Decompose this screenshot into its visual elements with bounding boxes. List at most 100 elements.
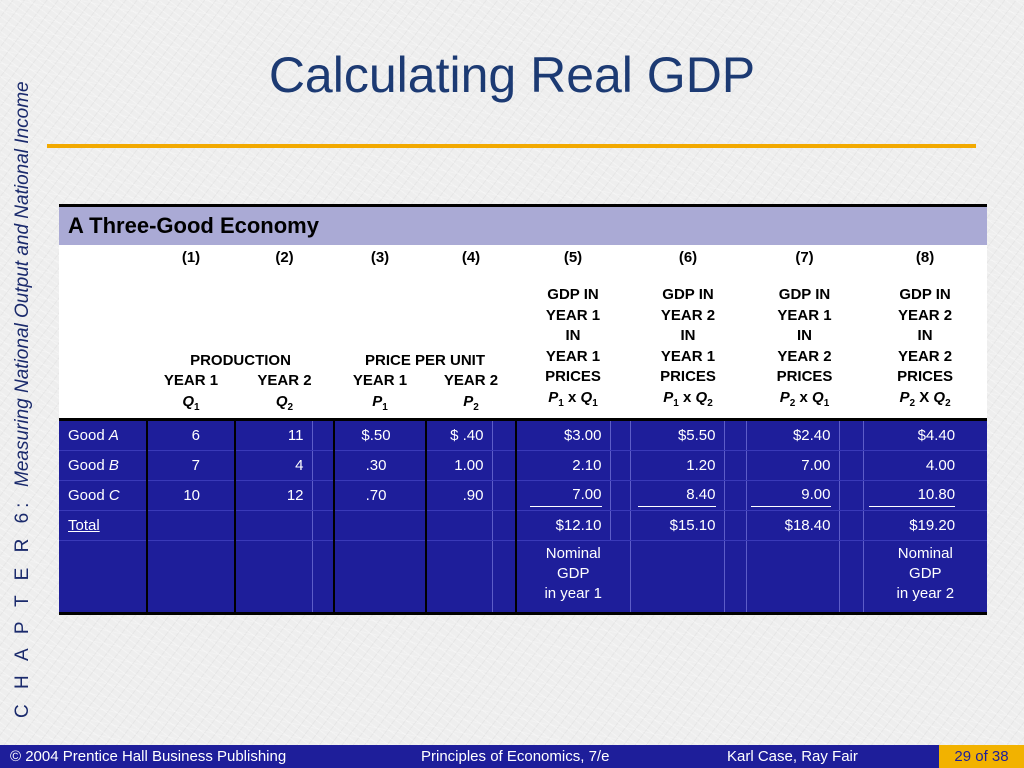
cell-spacer [723,480,746,511]
cell-spacer [838,418,863,451]
total-label: Total [59,510,147,541]
cell-p2: 1.00 [425,450,492,481]
chapter-sidebar: C H A P T E R 6: Measuring National Outp… [10,81,36,718]
col5-formula: P1 x Q1 [548,388,598,409]
cell-q1: 6 [146,418,235,451]
col-num-6: (6) [630,245,746,275]
column-number-row: (1) (2) (3) (4) (5) (6) (7) (8) [59,245,988,275]
cell-spacer [723,450,746,481]
page-number: 29 of 38 [939,745,1024,768]
col-num-4: (4) [426,245,516,275]
cell-q2: 11 [234,418,312,451]
col-num-3: (3) [334,245,426,275]
footer-bar: © 2004 Prentice Hall Business Publishing… [0,745,1024,768]
cell-empty [629,540,724,615]
col5-line4: YEAR 1 [545,347,601,365]
production-year2-label: YEAR 2 [257,372,312,389]
cell-spacer [609,480,630,511]
col7-line3: IN [797,327,812,344]
cell-empty [333,540,426,615]
cell-empty [146,510,235,541]
cell-p1: .30 [333,450,426,481]
row-label: Good B [59,450,147,481]
total-gdp8: $19.20 [862,510,988,541]
col8-line2: YEAR 2 [897,306,953,324]
col6-formula: P1 x Q2 [663,388,713,409]
cell-gdp8: 10.80 [862,480,988,511]
q1-symbol: Q1 [182,392,200,413]
production-year1-label: YEAR 1 [163,372,219,389]
slide-title: Calculating Real GDP [268,47,756,103]
col6-line2: YEAR 2 [660,306,716,324]
cell-spacer [311,418,334,451]
col6-line5: PRICES [660,368,716,385]
production-header: PRODUCTION [190,351,291,369]
table-caption: A Three-Good Economy [59,204,988,245]
economy-table: A Three-Good Economy (1) (2) (3) (4) (5)… [59,204,988,615]
col6-line1: GDP IN [662,286,714,303]
notes-row: Nominal GDP in year 1 Nominal GDP in yea… [59,540,988,615]
cell-empty [146,540,235,615]
cell-spacer [838,510,863,541]
cell-spacer [491,450,516,481]
cell-spacer [723,418,746,451]
col8-line5: PRICES [897,368,953,385]
col-num-5: (5) [516,245,630,275]
cell-q2: 12 [234,480,312,511]
chapter-subtitle: Measuring National Output and National I… [12,81,33,487]
p2-symbol: P2 [463,392,479,413]
nominal-gdp-year1-note: Nominal GDP in year 1 [515,540,630,615]
gdp-header-col7: GDP IN YEAR 1 IN YEAR 2 PRICES P2 x Q1 [746,275,863,420]
price-year2-label: YEAR 2 [443,372,499,389]
col6-line4: YEAR 1 [660,347,716,365]
cell-spacer [838,480,863,511]
gdp-header-col8: GDP IN YEAR 2 IN YEAR 2 PRICES P2 X Q2 [863,275,988,420]
price-year2: YEAR 2 P2 [426,371,516,418]
cell-gdp5: 7.00 [515,480,610,511]
title-divider [47,144,976,148]
col6-line3: IN [680,327,696,344]
production-year1: YEAR 1 Q1 [147,371,235,418]
cell-gdp7: $2.40 [745,418,839,451]
cell-spacer [491,540,516,615]
cell-spacer [311,450,334,481]
table-row: Good B 7 4 .30 1.00 2.10 1.20 7.00 4.00 [59,450,988,481]
cell-spacer [723,510,746,541]
col8-line1: GDP IN [899,286,951,303]
total-gdp6: $15.10 [629,510,724,541]
col-num-1: (1) [147,245,235,275]
col5-line5: PRICES [545,368,601,385]
cell-spacer [609,450,630,481]
col-num-7: (7) [746,245,863,275]
total-gdp5: $12.10 [515,510,610,541]
price-header: PRICE PER UNIT [364,351,485,369]
price-year1-label: YEAR 1 [352,372,408,389]
cell-gdp6: 8.40 [629,480,724,511]
col7-line5: PRICES [776,368,833,385]
column-label-row: PRODUCTION YEAR 1 Q1 YEAR 2 Q2 PRICE PER… [59,275,988,420]
col8-line4: YEAR 2 [897,347,953,365]
gdp-header-col5: GDP IN YEAR 1 IN YEAR 1 PRICES P1 x Q1 [516,275,630,420]
col8-line3: IN [917,327,933,344]
p1-symbol: P1 [372,392,388,413]
cell-q1: 10 [146,480,235,511]
col7-line4: YEAR 2 [777,347,832,365]
table-row: Good C 10 12 .70 .90 7.00 8.40 9.00 10.8… [59,480,988,511]
table-row: Good A 6 11 $.50 $ .40 $3.00 $5.50 $2.40… [59,418,988,451]
col7-line1: GDP IN [778,286,831,303]
col5-line2: YEAR 1 [545,306,601,324]
footer-authors: Karl Case, Ray Fair [727,748,858,765]
cell-empty [425,510,492,541]
col5-line3: IN [565,327,581,344]
footer-book: Principles of Economics, 7/e [421,748,610,765]
cell-spacer [491,510,516,541]
cell-empty [745,540,839,615]
cell-empty [425,540,492,615]
production-year2: YEAR 2 Q2 [235,371,334,418]
cell-gdp7: 9.00 [745,480,839,511]
col-num-8: (8) [863,245,988,275]
cell-p1: .70 [333,480,426,511]
cell-q2: 4 [234,450,312,481]
cell-gdp6: 1.20 [629,450,724,481]
nominal-gdp-year2-note: Nominal GDP in year 2 [862,540,988,615]
